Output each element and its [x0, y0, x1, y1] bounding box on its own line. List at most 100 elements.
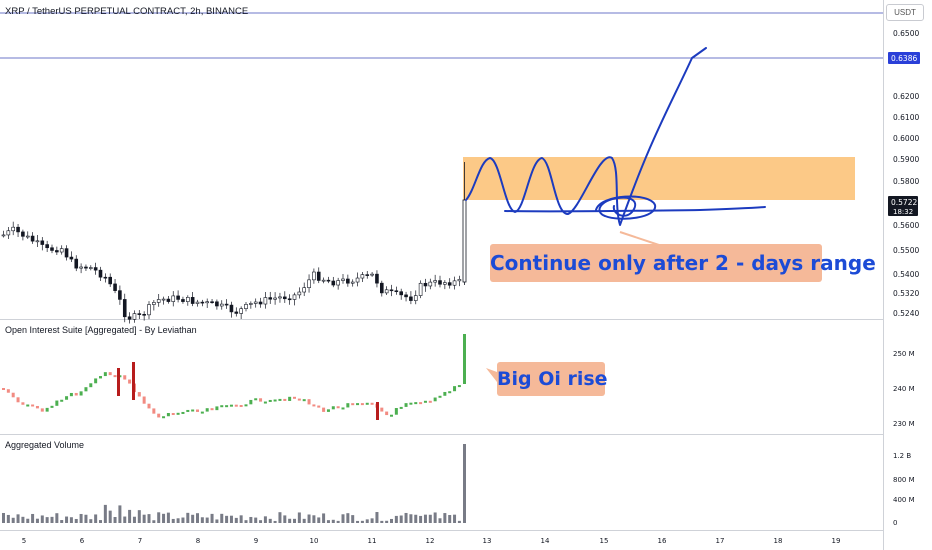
oi-candle — [84, 387, 88, 392]
candle-body — [282, 296, 287, 300]
volume-bar — [128, 509, 132, 523]
volume-bar — [433, 512, 437, 523]
candle-body — [457, 279, 462, 282]
price-tick: 0.6100 — [893, 113, 919, 122]
candle-body — [74, 258, 79, 269]
volume-bar — [65, 516, 69, 523]
time-label: 18 — [774, 537, 783, 545]
candle-body — [171, 295, 176, 302]
range-zone-rectangle[interactable] — [463, 157, 855, 200]
candle-body — [370, 273, 374, 276]
oi-candle — [322, 407, 326, 412]
oi-candle — [457, 385, 461, 388]
price-label-level-bg — [888, 52, 920, 64]
volume-bar — [336, 520, 340, 523]
candle-body — [326, 279, 331, 282]
oi-candle — [273, 399, 277, 402]
oi-candle — [113, 375, 117, 378]
oi-candle — [297, 398, 301, 401]
volume-bar — [365, 519, 369, 523]
volume-bar — [448, 515, 452, 523]
time-label: 15 — [600, 537, 609, 545]
candle-body — [108, 276, 112, 285]
candle-body — [399, 291, 404, 296]
volume-bar — [171, 518, 175, 523]
time-axis[interactable]: 5 6 7 8 9 10 11 12 13 14 15 16 17 18 19 — [22, 537, 841, 545]
candle-body — [331, 280, 336, 286]
price-label-level: 0.6386 — [891, 54, 917, 63]
oi-candle — [244, 404, 248, 407]
oi-candle — [317, 405, 321, 408]
open-interest-candles — [2, 334, 466, 420]
price-tick: 0.5600 — [893, 221, 919, 230]
candle-body — [433, 280, 437, 283]
volume-bar — [84, 514, 88, 523]
volume-pane-title[interactable]: Aggregated Volume — [5, 440, 85, 450]
symbol-title[interactable]: XRP / TetherUS PERPETUAL CONTRACT, 2h, B… — [5, 6, 249, 17]
currency-button[interactable]: USDT — [886, 4, 924, 21]
oi-candle — [147, 403, 151, 409]
candle-body — [263, 297, 268, 305]
candle-body — [258, 301, 263, 305]
time-label: 9 — [254, 537, 258, 545]
volume-bar — [6, 514, 10, 523]
time-label: 19 — [832, 537, 841, 545]
candle-body — [186, 297, 190, 302]
candle-body — [210, 301, 214, 304]
candle-countdown: 18:32 — [893, 208, 913, 216]
oi-candle — [225, 405, 229, 408]
volume-bar — [283, 515, 287, 523]
volume-bar — [40, 515, 44, 523]
oi-candle — [191, 409, 195, 412]
candle-body — [384, 289, 389, 294]
candle-body — [200, 301, 205, 304]
candle-body — [307, 279, 311, 288]
candle-body — [59, 248, 64, 253]
volume-axis[interactable]: 1.2 B 800 M 400 M 0 — [893, 452, 915, 527]
oi-pane-title[interactable]: Open Interest Suite [Aggregated] - By Le… — [5, 325, 197, 335]
range-annotation-callout[interactable]: Continue only after 2 - days range — [490, 244, 876, 282]
oi-candle — [346, 403, 350, 408]
volume-bar — [181, 517, 185, 523]
oi-candle — [16, 397, 20, 403]
volume-bar — [423, 514, 427, 523]
volume-bar — [438, 518, 442, 523]
volume-bar — [157, 512, 161, 523]
volume-bar — [210, 513, 214, 523]
oi-candle — [259, 398, 263, 402]
volume-bar — [273, 520, 277, 523]
candle-body — [447, 282, 452, 286]
price-tick: 0.6000 — [893, 134, 919, 143]
brush-drawing-base-line[interactable] — [504, 206, 766, 213]
oi-candle — [331, 406, 335, 410]
candle-body — [45, 244, 49, 249]
candle-body — [55, 250, 59, 253]
volume-bar — [419, 515, 423, 523]
oi-candle — [312, 404, 316, 407]
brush-drawing-range-swing[interactable] — [465, 47, 707, 226]
volume-tick: 0 — [893, 519, 897, 527]
oi-candle — [50, 405, 54, 408]
oi-annotation-callout[interactable]: Big Oi rise — [497, 362, 608, 396]
oi-axis[interactable]: 250 M 240 M 230 M — [893, 350, 915, 428]
candle-body — [268, 297, 273, 300]
candle-body — [166, 298, 171, 302]
candle-body — [428, 281, 433, 287]
volume-bar — [200, 517, 204, 523]
oi-candle — [35, 405, 39, 409]
oi-candle — [2, 388, 5, 390]
volume-bar — [346, 513, 350, 523]
brush-drawing-loops[interactable] — [595, 195, 657, 220]
candle-body — [287, 298, 292, 301]
volume-bars — [2, 444, 466, 523]
oi-candle — [341, 407, 345, 410]
volume-bar — [89, 519, 93, 523]
price-axis[interactable]: 0.6500 0.6200 0.6100 0.6000 0.5900 0.580… — [893, 29, 919, 318]
time-label: 17 — [716, 537, 725, 545]
volume-bar — [11, 517, 15, 523]
oi-candle — [370, 402, 374, 405]
time-label: 10 — [310, 537, 319, 545]
volume-bar — [113, 516, 117, 523]
